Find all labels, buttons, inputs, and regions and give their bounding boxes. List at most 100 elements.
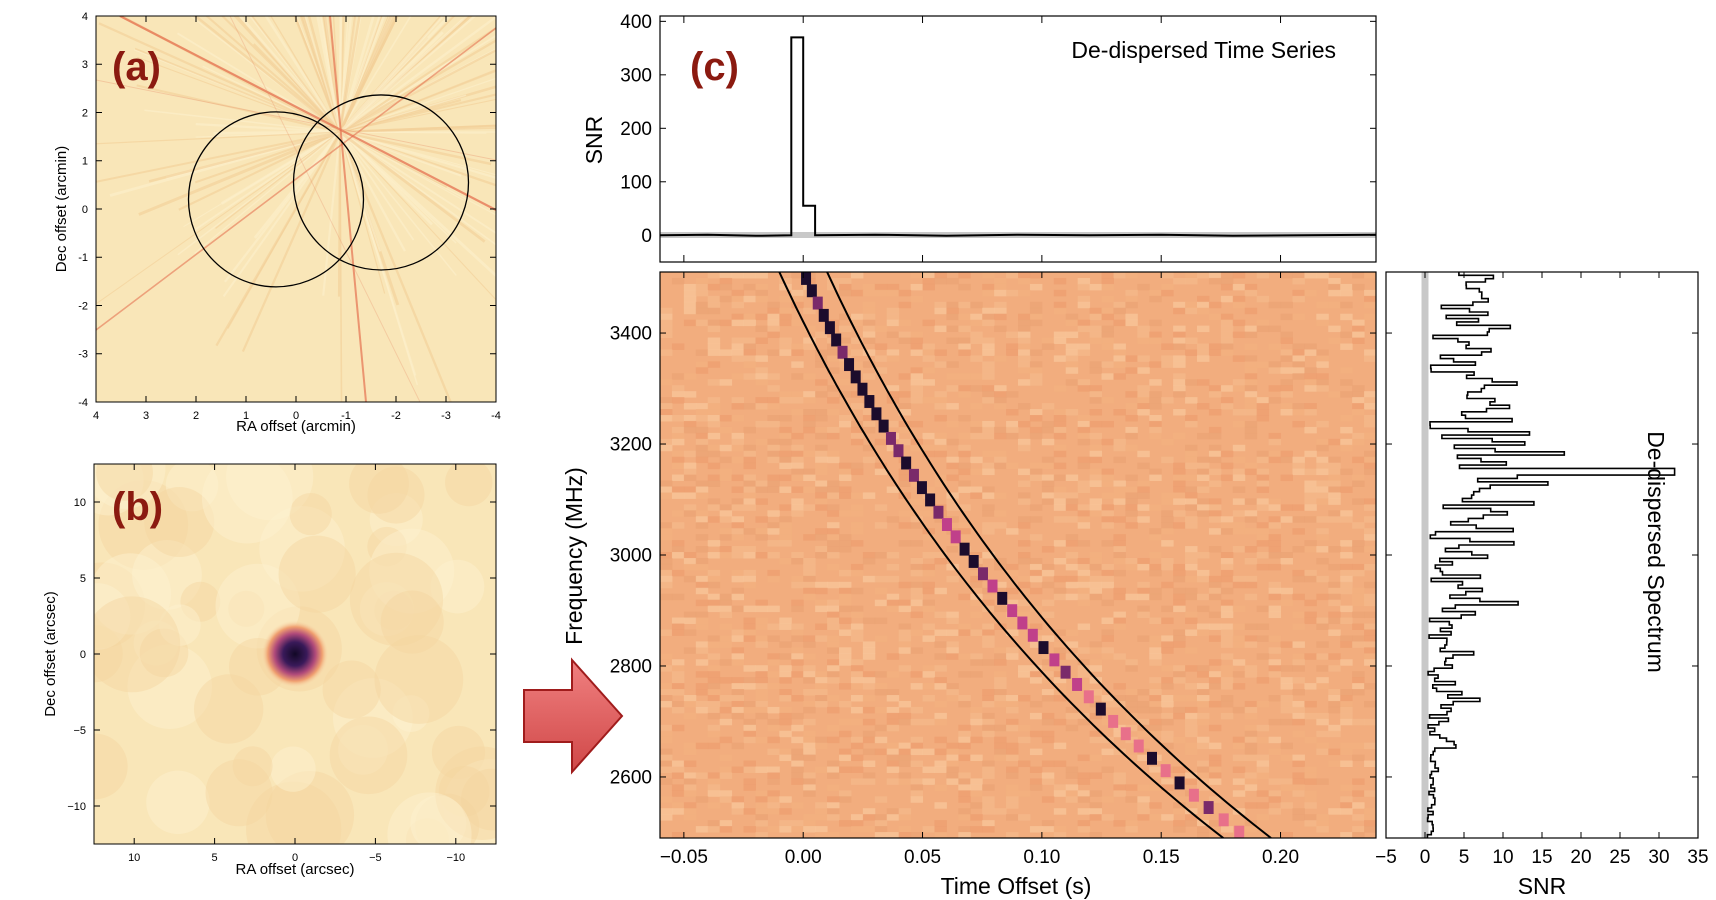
noise-cell [827,832,840,838]
noise-cell [779,414,792,422]
noise-cell [695,438,709,446]
texture-ray [339,16,451,133]
noise-cell [1065,355,1079,362]
panel-a-x-tick-label: 1 [243,410,249,422]
noise-cell [695,563,709,571]
noise-cell [874,683,888,690]
dynamic-spectrum-x-tick-label: 0.05 [904,847,941,868]
noise-cell [1065,504,1079,511]
noise-cell [958,432,971,440]
noise-cell [803,325,816,333]
noise-cell [1077,462,1091,470]
noise-cell [1149,361,1162,368]
noise-cell [994,605,1007,613]
noise-cell [839,599,852,607]
noise-cell [1256,272,1270,279]
noise-cell [1185,683,1198,690]
noise-cell [827,671,840,678]
noise-cell [1352,599,1365,607]
noise-cell [743,706,756,714]
noise-cell [1328,486,1341,493]
noise-cell [660,563,673,571]
noise-cell [1173,706,1186,714]
dynamic-spectrum-y-tick-label: 3200 [610,435,652,456]
noise-cell [910,349,924,356]
noise-cell [779,796,792,803]
noise-cell [1029,557,1043,565]
noise-cell [839,534,852,541]
noise-cell [850,361,864,368]
noise-cell [1101,563,1114,571]
noise-cell [839,546,852,553]
noise-cell [683,784,697,791]
noise-cell [1173,337,1186,344]
noise-cell [1089,331,1103,339]
noise-cell [862,337,876,344]
noise-cell [1018,355,1031,362]
noise-cell [874,820,888,827]
noise-cell [922,343,935,350]
noise-cell [1065,331,1079,339]
noise-cell [1149,289,1162,297]
noise-cell [1101,397,1114,404]
texture-ray [192,131,341,232]
noise-cell [850,522,864,529]
noise-cell [1328,301,1341,309]
noise-cell [970,420,983,428]
noise-cell [1197,623,1210,630]
noise-cell [1125,724,1138,732]
noise-cell [850,605,864,613]
noise-cell [1352,385,1365,392]
noise-cell [1161,712,1174,720]
noise-cell [660,766,673,773]
pulse-segment [1007,604,1018,618]
noise-cell [1328,480,1341,487]
texture-ray [224,131,341,283]
pulse-segment [977,567,988,581]
noise-cell [1220,462,1234,470]
noise-cell [1125,426,1138,434]
noise-cell [1208,683,1222,690]
noise-cell [934,432,947,440]
noise-cell [994,307,1007,315]
noise-cell [862,778,876,785]
noise-cell [1220,385,1234,392]
noise-cell [1113,409,1126,416]
noise-cell [743,665,756,672]
noise-cell [1340,712,1353,720]
noise-cell [922,277,935,285]
noise-cell [910,647,924,654]
noise-cell [1208,635,1222,642]
noise-cell [1328,516,1341,523]
noise-cell [827,528,840,535]
noise-cell [683,748,697,756]
texture-blob [146,770,210,835]
noise-cell [1364,581,1376,589]
noise-cell [791,724,804,732]
noise-cell [743,349,756,356]
noise-cell [731,414,745,422]
noise-cell [707,474,721,482]
noise-cell [1161,718,1174,726]
noise-cell [850,826,864,833]
noise-cell [791,605,804,613]
noise-cell [994,277,1007,285]
noise-cell [1364,414,1376,422]
noise-cell [1053,307,1067,315]
noise-cell [1364,808,1376,815]
noise-cell [994,456,1007,464]
noise-cell [1006,272,1019,279]
noise-cell [1220,700,1234,708]
noise-cell [910,683,924,690]
noise-cell [1280,700,1293,708]
noise-cell [1113,319,1126,327]
noise-cell [803,569,816,577]
noise-cell [1137,367,1150,374]
noise-cell [779,438,792,446]
noise-cell [1125,313,1138,321]
noise-cell [1328,730,1341,738]
noise-cell [910,587,924,595]
noise-cell [707,462,721,470]
panel-b-texture [94,464,496,844]
noise-cell [803,575,816,583]
